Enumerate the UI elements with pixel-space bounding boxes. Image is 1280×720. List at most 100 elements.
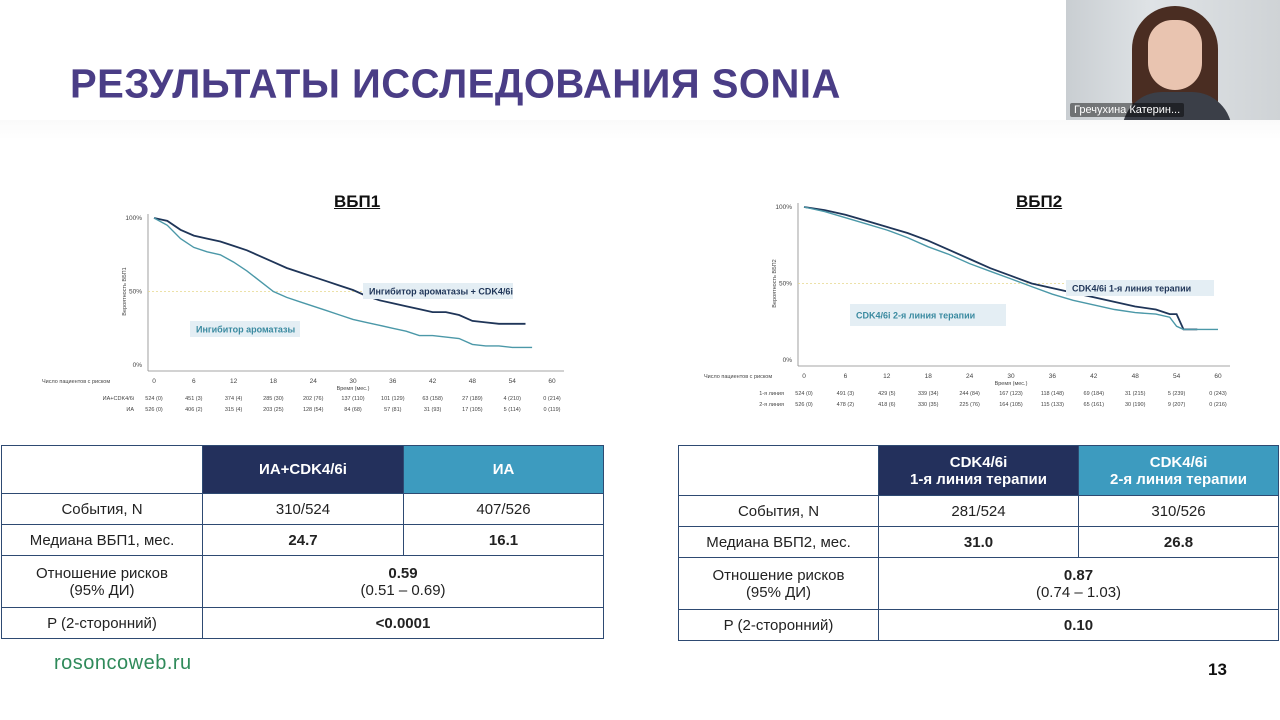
risk-cell: 406 (2) <box>185 407 203 413</box>
col-header-first-line: CDK4/6i 1-я линия терапии <box>878 445 1079 496</box>
y-tick-label: 100% <box>125 215 142 222</box>
risk-cell: 491 (3) <box>837 391 855 397</box>
cell-hr: 0.59 (0.51 – 0.69) <box>202 555 604 608</box>
risk-cell: 9 (207) <box>1168 402 1186 408</box>
webcam-tile[interactable]: Гречухина Катерин... <box>1066 0 1280 120</box>
risk-cell: 330 (35) <box>918 402 939 408</box>
risk-cell: 244 (84) <box>959 391 980 397</box>
series-label-box <box>363 283 513 299</box>
risk-cell: 339 (34) <box>918 391 939 397</box>
risk-cell: 0 (214) <box>543 396 561 402</box>
row-label-p: P (2-сторонний) <box>678 609 879 641</box>
col-header-ai: ИА <box>403 445 604 494</box>
cell-median-2: 16.1 <box>403 524 604 556</box>
row-label-hr: Отношение рисков (95% ДИ) <box>678 557 879 610</box>
km-chart-pfs1: 100% 50% 0% Вероятность ВБП1 0 6 12 18 24 30 36 42 4… <box>42 214 564 413</box>
chart-panel-pfs1: 100% 50% 0% Вероятность ВБП1 0 6 12 18 24 30 36 42 4… <box>40 180 610 430</box>
x-axis-label: Время (мес.) <box>995 381 1028 387</box>
series-label-text: Ингибитор ароматазы <box>196 325 295 335</box>
x-tick-label: 30 <box>1007 373 1015 380</box>
risk-table-title: Число пациентов с риском <box>42 379 110 385</box>
cell-median-1: 24.7 <box>202 524 404 556</box>
risk-cell: 164 (105) <box>999 402 1023 408</box>
participant-name: Гречухина Катерин... <box>1070 103 1185 117</box>
slide-title: РЕЗУЛЬТАТЫ ИССЛЕДОВАНИЯ SONIA <box>70 61 841 107</box>
participant-face <box>1148 20 1202 90</box>
km-curve-series-1 <box>803 206 1198 331</box>
risk-cell: 101 (129) <box>381 396 405 402</box>
risk-cell: 4 (210) <box>503 396 521 402</box>
x-tick-label: 42 <box>429 378 437 385</box>
slide-divider <box>0 120 1280 140</box>
risk-cell: 478 (2) <box>837 402 855 408</box>
x-tick-label: 30 <box>349 378 357 385</box>
cell-median-1: 31.0 <box>878 526 1079 558</box>
risk-cell: 31 (215) <box>1125 391 1146 397</box>
x-tick-label: 0 <box>802 373 806 380</box>
row-label-events: События, N <box>678 495 879 527</box>
risk-cell: 451 (3) <box>185 396 203 402</box>
risk-cell: 128 (54) <box>303 407 324 413</box>
risk-cell: 27 (189) <box>462 396 483 402</box>
x-tick-label: 6 <box>844 373 848 380</box>
cell-hr: 0.87 (0.74 – 1.03) <box>878 557 1279 610</box>
results-table-pfs2: CDK4/6i 1-я линия терапии CDK4/6i 2-я ли… <box>678 445 1279 641</box>
risk-cell: 203 (25) <box>263 407 284 413</box>
chart-title-pfs2: ВБП2 <box>1016 192 1063 211</box>
x-tick-label: 54 <box>1173 373 1181 380</box>
y-tick-label: 0% <box>783 357 793 364</box>
hr-ci: (0.51 – 0.69) <box>360 581 446 599</box>
col-header-second-line-2: 2-я линия терапии <box>1110 470 1247 488</box>
series-label-text: CDK4/6i 1-я линия терапии <box>1072 284 1191 294</box>
km-curve-series-1 <box>153 217 526 325</box>
hr-label-line1: Отношение рисков <box>712 566 845 584</box>
risk-cell: 31 (93) <box>424 407 442 413</box>
risk-cell: 285 (30) <box>263 396 284 402</box>
risk-cell: 524 (0) <box>795 391 813 397</box>
km-curve-series-2 <box>153 217 533 349</box>
risk-cell: 0 (243) <box>1209 391 1227 397</box>
x-tick-label: 18 <box>925 373 933 380</box>
hr-value: 0.59 <box>388 564 418 582</box>
col-header-first-line-2: 1-я линия терапии <box>910 470 1047 488</box>
risk-cell: 17 (105) <box>462 407 483 413</box>
risk-row-label: ИА+CDK4/6i <box>103 396 134 402</box>
y-tick-label: 100% <box>775 204 792 211</box>
risk-cell: 137 (110) <box>341 396 364 402</box>
y-tick-label: 50% <box>779 281 792 288</box>
series-label-text: Ингибитор ароматазы + CDK4/6i <box>369 287 513 297</box>
x-tick-label: 36 <box>389 378 397 385</box>
km-chart-pfs2: 100% 50% 0% Вероятность ВБП2 0 6 12 18 24 30 36 42 4… <box>704 203 1230 408</box>
x-tick-label: 12 <box>883 373 891 380</box>
cell-events-2: 407/526 <box>403 493 604 525</box>
y-tick-label: 0% <box>133 362 143 369</box>
risk-cell: 5 (239) <box>1168 391 1186 397</box>
cell-p: 0.10 <box>878 609 1279 641</box>
risk-row-label: 2-я линия <box>759 402 784 408</box>
risk-row-label: ИА <box>126 407 134 413</box>
x-tick-label: 18 <box>270 378 278 385</box>
results-table-pfs1: ИА+CDK4/6i ИА События, N 310/524 407/526… <box>1 445 604 639</box>
risk-cell: 0 (216) <box>1209 402 1227 408</box>
x-axis-label: Время (мес.) <box>337 386 370 392</box>
hr-value: 0.87 <box>1063 566 1094 584</box>
hr-ci: (0.74 – 1.03) <box>1035 583 1122 601</box>
cell-events-1: 281/524 <box>878 495 1079 527</box>
risk-cell: 5 (114) <box>504 407 521 413</box>
hr-label-line2: (95% ДИ) <box>745 583 812 601</box>
col-header-second-line: CDK4/6i 2-я линия терапии <box>1078 445 1279 496</box>
col-header-ai-cdk: ИА+CDK4/6i <box>202 445 404 494</box>
risk-cell: 202 (76) <box>303 396 324 402</box>
x-tick-label: 12 <box>230 378 238 385</box>
col-header-second-line-1: CDK4/6i <box>1149 453 1208 471</box>
series-label-box <box>1066 280 1214 296</box>
x-tick-label: 24 <box>310 378 318 385</box>
y-axis-label: Вероятность ВБП1 <box>122 267 128 315</box>
x-tick-label: 6 <box>192 378 196 385</box>
x-tick-label: 54 <box>509 378 517 385</box>
footer-url[interactable]: rosoncoweb.ru <box>54 652 192 674</box>
cell-p: <0.0001 <box>202 607 604 639</box>
risk-cell: 418 (6) <box>878 402 896 408</box>
risk-cell: 65 (161) <box>1084 402 1105 408</box>
risk-cell: 429 (5) <box>878 391 896 397</box>
